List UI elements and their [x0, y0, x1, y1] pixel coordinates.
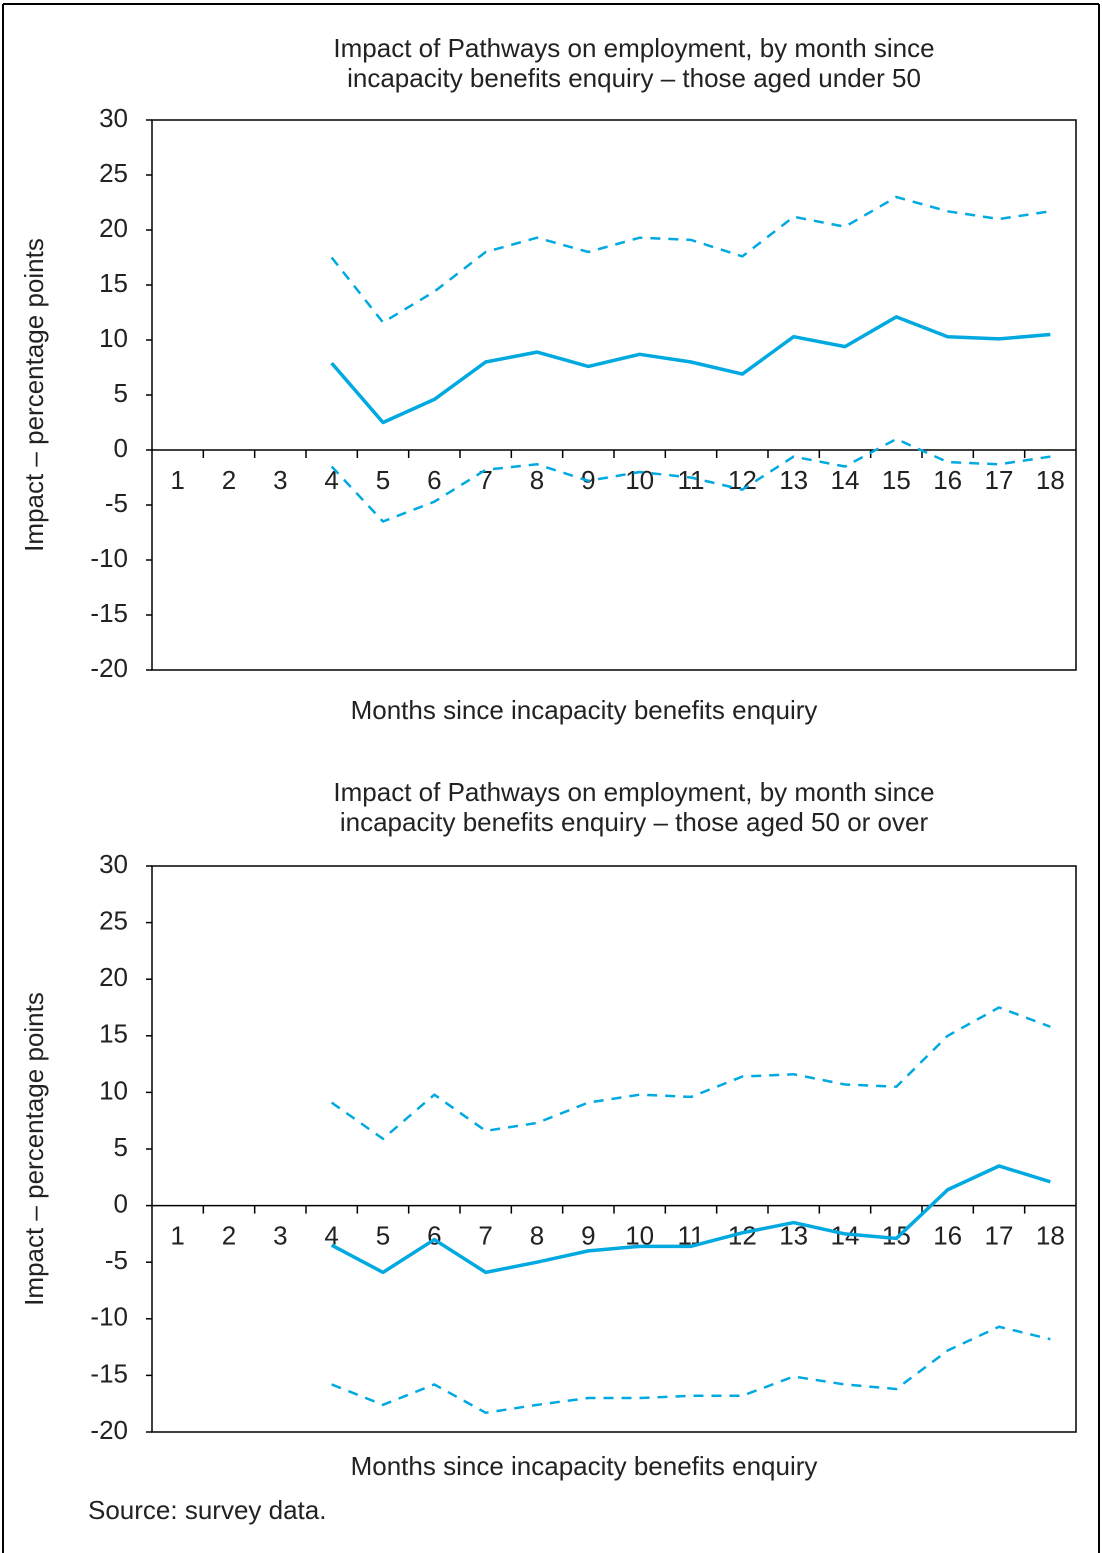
x-tick-label: 4 [324, 465, 338, 495]
x-tick-label: 8 [530, 1220, 544, 1250]
y-tick-label: 25 [99, 158, 128, 188]
y-tick-label: 25 [99, 905, 128, 935]
y-tick-label: 10 [99, 323, 128, 353]
series-line [330, 1164, 1051, 1275]
x-tick-label: 17 [985, 1220, 1014, 1250]
x-tick-label: 1 [170, 465, 184, 495]
x-tick-label: 16 [933, 1220, 962, 1250]
x-tick-label: 13 [779, 465, 808, 495]
y-axis-label: Impact – percentage points [19, 992, 49, 1306]
y-tick-label: -10 [90, 543, 128, 573]
series-line [330, 315, 1051, 425]
chart-title: Impact of Pathways on employment, by mon… [333, 33, 934, 63]
x-tick-label: 7 [478, 1220, 492, 1250]
y-tick-label: -5 [105, 488, 128, 518]
y-tick-label: 15 [99, 1019, 128, 1049]
x-axis-label: Months since incapacity benefits enquiry [351, 1451, 818, 1481]
y-tick-label: -10 [90, 1302, 128, 1332]
x-tick-label: 6 [427, 465, 441, 495]
x-tick-label: 11 [678, 465, 705, 495]
y-tick-label: -15 [90, 1358, 128, 1388]
y-tick-label: -5 [105, 1245, 128, 1275]
x-tick-label: 4 [324, 1220, 338, 1250]
x-tick-label: 14 [831, 465, 860, 495]
y-tick-label: -15 [90, 598, 128, 628]
x-tick-label: 18 [1036, 1220, 1065, 1250]
chart-title: incapacity benefits enquiry – those aged… [340, 807, 929, 837]
y-tick-label: 30 [99, 103, 128, 133]
x-tick-label: 8 [530, 465, 544, 495]
y-tick-label: 30 [99, 849, 128, 879]
y-tick-label: 20 [99, 213, 128, 243]
y-tick-label: -20 [90, 653, 128, 683]
x-tick-label: 2 [222, 1220, 236, 1250]
x-tick-label: 16 [933, 465, 962, 495]
y-tick-label: 0 [114, 433, 128, 463]
x-tick-label: 17 [985, 465, 1014, 495]
y-tick-label: 10 [99, 1075, 128, 1105]
y-tick-label: 15 [99, 268, 128, 298]
y-tick-label: 5 [114, 1132, 128, 1162]
x-tick-label: 5 [376, 1220, 390, 1250]
x-tick-label: 1 [170, 1220, 184, 1250]
x-tick-label: 15 [882, 1220, 911, 1250]
series-line [331, 1325, 1051, 1415]
y-tick-label: 0 [114, 1188, 128, 1218]
x-tick-label: 6 [427, 1220, 441, 1250]
y-tick-label: 5 [114, 378, 128, 408]
source-note: Source: survey data. [88, 1495, 326, 1525]
series-line [330, 195, 1051, 324]
x-tick-label: 2 [222, 465, 236, 495]
y-tick-label: 20 [99, 962, 128, 992]
y-tick-label: -20 [90, 1415, 128, 1445]
y-axis-label: Impact – percentage points [19, 238, 49, 552]
series-line [330, 1006, 1051, 1141]
x-tick-label: 9 [581, 1220, 595, 1250]
x-tick-label: 18 [1036, 465, 1065, 495]
x-tick-label: 10 [625, 465, 654, 495]
x-tick-label: 7 [478, 465, 492, 495]
x-tick-label: 5 [376, 465, 390, 495]
x-tick-label: 15 [882, 465, 911, 495]
x-tick-label: 3 [273, 1220, 287, 1250]
series-line [330, 437, 1051, 523]
chart-title: incapacity benefits enquiry – those aged… [347, 63, 921, 93]
x-tick-label: 3 [273, 465, 287, 495]
chart-title: Impact of Pathways on employment, by mon… [333, 777, 934, 807]
x-axis-label: Months since incapacity benefits enquiry [351, 695, 818, 725]
